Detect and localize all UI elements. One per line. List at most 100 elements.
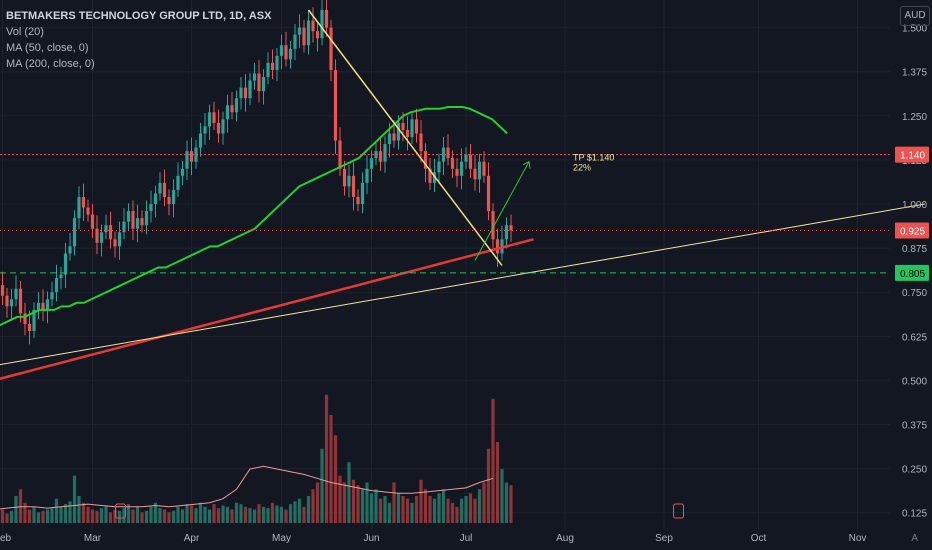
volume-bar [18,489,23,523]
volume-bar [455,506,459,523]
earnings-marker [115,503,126,519]
volume-bar [126,504,131,523]
volume-bar [54,498,59,523]
x-tick-label: Aug [556,533,574,544]
candle-body [491,211,495,240]
volume-bar [14,496,18,523]
candle-body [324,10,329,28]
candle-body [81,196,86,208]
candle-body [41,302,45,310]
volume-bar [86,506,90,523]
candle-body [32,309,36,332]
volume-bar [140,512,144,523]
candle-body [221,119,225,134]
candle-body [99,232,104,243]
candle-body [171,189,176,205]
volume-bar [27,509,32,523]
volume-bar [275,505,279,523]
volume-bar [500,469,504,523]
candle-body [45,299,50,310]
candle-body [185,151,189,169]
candle-body [122,221,126,233]
volume-bar [383,496,387,523]
candle-body [144,211,149,226]
candle-body [486,175,491,212]
volume-bar [158,508,162,523]
candle-body [189,151,194,162]
volume-bar [315,482,320,523]
candle-body [504,225,509,240]
candle-body [432,172,437,183]
x-tick-label: Apr [184,533,200,544]
candle-body [270,62,275,70]
candle-body [275,55,279,70]
candle-body [203,126,207,134]
candle-body [257,73,261,92]
candle-body [383,144,387,162]
candle-body [288,48,293,60]
volume-bar [153,502,158,523]
y-tick-label: 0.375 [902,421,927,432]
volume-bar [306,496,311,523]
candle-body [437,161,441,173]
volume-bar [198,502,203,523]
ma200-line [0,238,534,381]
earnings-marker [673,503,684,519]
volume-bar [167,512,171,523]
volume-bar [401,496,405,523]
candle-body [441,147,446,162]
volume-bar [266,508,270,523]
volume-bar [333,435,338,523]
y-axis: 1.5001.3751.2501.1251.0000.8750.7500.625… [902,24,927,520]
volume-bar [396,493,401,523]
candle-body [162,182,167,197]
candle-body [459,161,464,176]
descending-resistance-line [307,9,503,266]
candle-body [297,27,302,35]
volume-bar [99,508,104,523]
volume-bar [284,509,288,523]
candle-body [68,246,72,254]
volume-bar [212,504,216,523]
candle-body [315,31,320,39]
candle-body [239,87,243,99]
candle-body [360,182,365,205]
support-price-tag: 0.805 [900,269,925,280]
volume-bar [338,475,342,523]
projection-arrow [474,161,530,261]
candle-body [117,232,122,247]
volume-bar [36,512,41,523]
volume-bar [221,505,225,523]
candle-body [131,211,135,229]
volume-bar [122,508,126,523]
candle-body [405,129,410,137]
volume-bar [131,509,135,523]
candle-body [455,168,459,176]
volume-bar [0,509,5,523]
volume-bar [252,509,257,523]
candle-body [59,274,63,279]
chart-legend: BETMAKERS TECHNOLOGY GROUP LTD, 1D, ASX … [6,8,271,72]
volume-bar [162,509,167,523]
candle-body [284,45,288,60]
candle-body [347,175,351,187]
candle-body [198,133,203,148]
candle-body [0,285,5,296]
volume-bar [180,509,185,523]
candle-body [72,218,77,247]
auto-scale-button[interactable]: A [911,533,918,544]
currency-button[interactable]: AUD [900,6,930,26]
candle-body [216,122,221,134]
volume-bar [108,512,113,523]
x-tick-label: Jun [363,533,379,544]
volume-bar [9,510,14,523]
x-tick-label: Feb [0,533,12,544]
support-price-tag-bg [895,264,929,281]
volume-bar [113,509,117,523]
candle-body [248,80,252,99]
x-tick-label: Nov [849,533,867,544]
candle-body [477,161,482,180]
volume-bar [365,482,369,523]
y-tick-label: 1.375 [902,68,927,79]
